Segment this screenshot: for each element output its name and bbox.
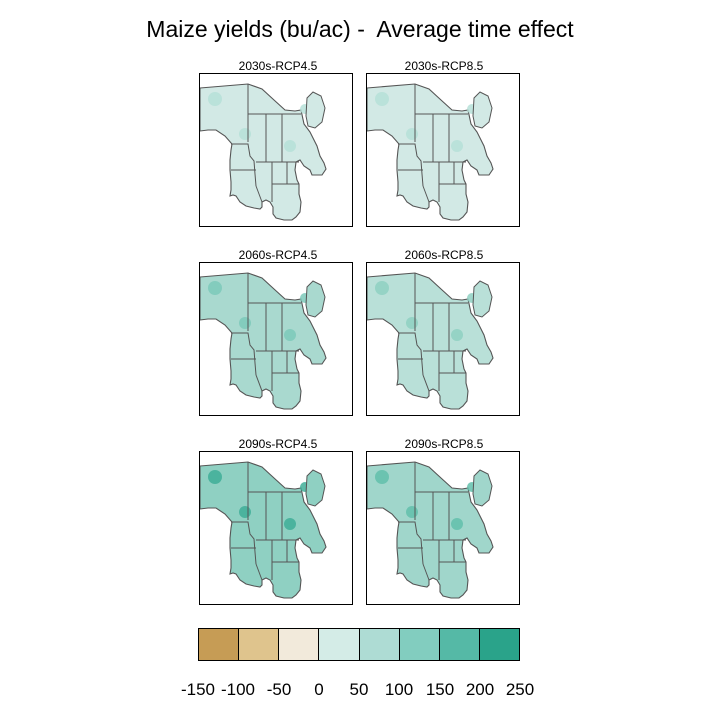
legend-swatch-5 bbox=[359, 629, 400, 660]
yield-hotspot bbox=[375, 281, 389, 295]
state-border bbox=[422, 374, 430, 392]
state-border bbox=[231, 332, 257, 376]
legend-swatch-6 bbox=[399, 629, 440, 660]
state-border bbox=[398, 521, 424, 565]
yield-hotspot bbox=[451, 329, 463, 341]
legend-swatch-7 bbox=[439, 629, 480, 660]
map-panel-1 bbox=[199, 73, 353, 227]
michigan-shape bbox=[305, 469, 326, 507]
state-border bbox=[231, 521, 257, 565]
legend-tick: 50 bbox=[349, 680, 369, 699]
region-shape bbox=[200, 83, 327, 221]
legend-tick: -50 bbox=[266, 680, 292, 699]
panel-label-2: 2030s-RCP8.5 bbox=[404, 59, 484, 73]
yield-hotspot bbox=[208, 281, 222, 295]
yield-hotspot bbox=[406, 317, 418, 329]
state-border bbox=[422, 563, 430, 581]
yield-hotspot bbox=[208, 92, 222, 106]
michigan-shape bbox=[472, 91, 493, 129]
panel-label-6: 2090s-RCP8.5 bbox=[404, 437, 484, 451]
legend-tick: 250 bbox=[505, 680, 535, 699]
yield-hotspot bbox=[284, 329, 296, 341]
legend-tick: -150 bbox=[180, 680, 216, 699]
legend-tick: 200 bbox=[465, 680, 495, 699]
state-border bbox=[398, 332, 424, 376]
michigan-shape bbox=[305, 280, 326, 318]
yield-hotspot bbox=[406, 128, 418, 140]
yield-hotspot bbox=[239, 317, 251, 329]
map-panel-5 bbox=[199, 451, 353, 605]
legend-swatch-8 bbox=[479, 629, 519, 660]
legend-tick: -100 bbox=[220, 680, 256, 699]
state-border bbox=[231, 143, 257, 187]
yield-hotspot bbox=[451, 140, 463, 152]
region-shape bbox=[367, 272, 494, 410]
yield-hotspot bbox=[406, 506, 418, 518]
legend-swatch-1 bbox=[199, 629, 240, 660]
state-border bbox=[422, 185, 430, 203]
color-legend bbox=[198, 628, 520, 661]
state-border bbox=[398, 143, 424, 187]
state-border bbox=[255, 563, 263, 581]
region-shape bbox=[367, 461, 494, 599]
legend-tick: 100 bbox=[384, 680, 414, 699]
legend-tick: 150 bbox=[425, 680, 455, 699]
yield-hotspot bbox=[375, 92, 389, 106]
yield-hotspot bbox=[451, 518, 463, 530]
figure-title: Maize yields (bu/ac) - Average time effe… bbox=[146, 16, 574, 42]
panel-label-1: 2030s-RCP4.5 bbox=[238, 59, 318, 73]
map-panel-2 bbox=[366, 73, 520, 227]
legend-swatch-3 bbox=[279, 629, 320, 660]
legend-swatch-2 bbox=[239, 629, 280, 660]
map-panel-6 bbox=[366, 451, 520, 605]
panel-label-3: 2060s-RCP4.5 bbox=[238, 248, 318, 262]
state-border bbox=[255, 185, 263, 203]
yield-hotspot bbox=[284, 140, 296, 152]
michigan-shape bbox=[305, 91, 326, 129]
region-shape bbox=[200, 272, 327, 410]
yield-hotspot bbox=[375, 470, 389, 484]
region-shape bbox=[367, 83, 494, 221]
panel-label-5: 2090s-RCP4.5 bbox=[238, 437, 318, 451]
yield-hotspot bbox=[239, 128, 251, 140]
map-panel-4 bbox=[366, 262, 520, 416]
legend-tick: 0 bbox=[314, 680, 324, 699]
legend-swatch-4 bbox=[319, 629, 360, 660]
panel-label-4: 2060s-RCP8.5 bbox=[404, 248, 484, 262]
map-panel-3 bbox=[199, 262, 353, 416]
yield-hotspot bbox=[284, 518, 296, 530]
yield-hotspot bbox=[239, 506, 251, 518]
michigan-shape bbox=[472, 280, 493, 318]
yield-hotspot bbox=[208, 470, 222, 484]
region-shape bbox=[200, 461, 327, 599]
state-border bbox=[255, 374, 263, 392]
michigan-shape bbox=[472, 469, 493, 507]
